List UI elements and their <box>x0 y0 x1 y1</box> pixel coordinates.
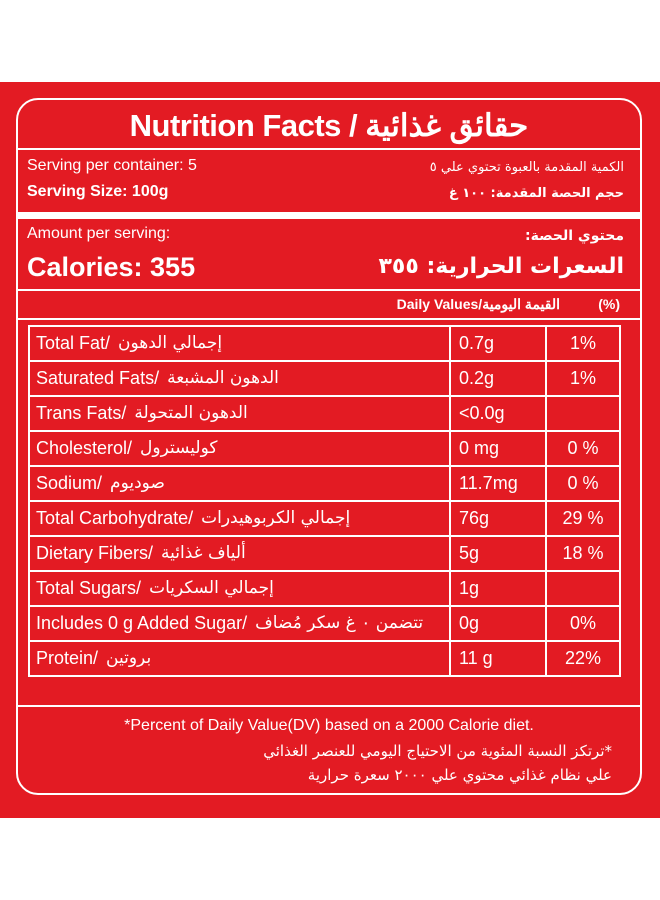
nutrient-name-en: Includes 0 g Added Sugar/ <box>36 613 248 633</box>
percent-symbol: (%) <box>598 296 620 312</box>
nutrient-amount: 5g <box>449 535 547 572</box>
nutrient-daily-value-percent <box>545 395 621 432</box>
nutrient-daily-value-percent: 0 % <box>545 465 621 502</box>
nutrient-name-cell: Protein/بروتين <box>28 640 451 677</box>
nutrient-name-en: Total Carbohydrate/ <box>36 508 194 528</box>
nutrient-name-cell: Dietary Fibers/ألياف غذائية <box>28 535 451 572</box>
nutrient-row: Total Fat/إجمالي الدهون 0.7g 1% <box>28 325 621 362</box>
amount-per-serving-en: Amount per serving: <box>27 225 171 242</box>
nutrient-amount: 0.7g <box>449 325 547 362</box>
nutrient-name-ar: بروتين <box>106 648 152 668</box>
nutrient-name-cell: Total Fat/إجمالي الدهون <box>28 325 451 362</box>
serving-per-container-en: Serving per container: 5 <box>27 157 197 174</box>
nutrient-name-cell: Total Sugars/إجمالي السكريات <box>28 570 451 607</box>
nutrition-facts-card: Nutrition Facts / حقائق غذائية Serving p… <box>16 98 642 795</box>
nutrient-row: Includes 0 g Added Sugar/تتضمن ٠ غ سكر م… <box>28 605 621 642</box>
nutrient-name-cell: Saturated Fats/الدهون المشبعة <box>28 360 451 397</box>
nutrient-name-en: Total Sugars/ <box>36 578 142 598</box>
nutrition-panel: Nutrition Facts / حقائق غذائية Serving p… <box>0 82 660 818</box>
nutrient-name-cell: Total Carbohydrate/إجمالي الكربوهيدرات <box>28 500 451 537</box>
nutrient-name-ar: كوليسترول <box>140 438 218 458</box>
nutrient-amount: 0 mg <box>449 430 547 467</box>
nutrient-amount: 11.7mg <box>449 465 547 502</box>
divider <box>18 318 640 320</box>
nutrient-daily-value-percent <box>545 570 621 607</box>
nutrient-row: Saturated Fats/الدهون المشبعة 0.2g 1% <box>28 360 621 397</box>
nutrient-amount: 1g <box>449 570 547 607</box>
divider <box>18 289 640 291</box>
calories-en: Calories: 355 <box>27 252 196 282</box>
footnote-ar-line-2: علي نظام غذائي محتوي علي ٢٠٠٠ سعرة حراري… <box>307 766 612 784</box>
nutrient-name-ar: إجمالي الكربوهيدرات <box>201 508 351 528</box>
nutrient-name-cell: Sodium/صوديوم <box>28 465 451 502</box>
nutrient-daily-value-percent: 29 % <box>545 500 621 537</box>
nutrient-row: Cholesterol/كوليسترول 0 mg 0 % <box>28 430 621 467</box>
nutrient-name-en: Protein/ <box>36 648 99 668</box>
footnote-en: *Percent of Daily Value(DV) based on a 2… <box>124 717 534 734</box>
nutrient-name-ar: الدهون المشبعة <box>167 368 279 388</box>
serving-size-en: Serving Size: 100g <box>27 183 169 200</box>
nutrient-name-cell: Includes 0 g Added Sugar/تتضمن ٠ غ سكر م… <box>28 605 451 642</box>
nutrient-daily-value-percent: 1% <box>545 325 621 362</box>
nutrient-name-ar: إجمالي الدهون <box>118 333 223 353</box>
thick-divider <box>18 212 640 219</box>
nutrient-daily-value-percent: 18 % <box>545 535 621 572</box>
nutrient-amount: 0.2g <box>449 360 547 397</box>
nutrient-row: Dietary Fibers/ألياف غذائية 5g 18 % <box>28 535 621 572</box>
calories-ar: السعرات الحرارية: ٣٥٥ <box>378 254 624 279</box>
nutrient-row: Trans Fats/الدهون المتحولة <0.0g <box>28 395 621 432</box>
nutrient-row: Protein/بروتين 11 g 22% <box>28 640 621 677</box>
nutrient-amount: 0g <box>449 605 547 642</box>
amount-per-serving-ar: محتوي الحصة: <box>525 228 624 244</box>
nutrients-table: Total Fat/إجمالي الدهون 0.7g 1% Saturated F… <box>28 325 621 677</box>
nutrient-name-ar: إجمالي السكريات <box>149 578 274 598</box>
nutrient-row: Total Sugars/إجمالي السكريات 1g <box>28 570 621 607</box>
nutrient-amount: <0.0g <box>449 395 547 432</box>
label-title: Nutrition Facts / حقائق غذائية <box>129 108 529 143</box>
nutrient-name-en: Dietary Fibers/ <box>36 543 154 563</box>
nutrient-row: Sodium/صوديوم 11.7mg 0 % <box>28 465 621 502</box>
divider <box>18 705 640 707</box>
nutrient-name-cell: Trans Fats/الدهون المتحولة <box>28 395 451 432</box>
nutrient-daily-value-percent: 1% <box>545 360 621 397</box>
nutrient-daily-value-percent: 0 % <box>545 430 621 467</box>
nutrient-row: Total Carbohydrate/إجمالي الكربوهيدرات 76… <box>28 500 621 537</box>
nutrient-name-en: Saturated Fats/ <box>36 368 160 388</box>
nutrient-name-en: Total Fat/ <box>36 333 111 353</box>
nutrient-amount: 76g <box>449 500 547 537</box>
nutrient-name-ar: صوديوم <box>110 473 165 493</box>
nutrient-daily-value-percent: 0% <box>545 605 621 642</box>
divider <box>18 148 640 150</box>
nutrient-name-ar: الدهون المتحولة <box>134 403 248 423</box>
serving-per-container-ar: الكمية المقدمة بالعبوة تحتوي علي ٥ <box>429 160 624 175</box>
nutrient-name-ar: ألياف غذائية <box>161 543 246 563</box>
nutrient-name-cell: Cholesterol/كوليسترول <box>28 430 451 467</box>
serving-size-ar: حجم الحصة المقدمة: ١٠٠ غ <box>448 186 624 201</box>
nutrient-daily-value-percent: 22% <box>545 640 621 677</box>
nutrient-name-en: Trans Fats/ <box>36 403 127 423</box>
nutrient-name-en: Cholesterol/ <box>36 438 133 458</box>
footnote-ar-line-1: *ترتكز النسبة المئوية من الاحتياج اليومي… <box>263 742 612 760</box>
daily-values-heading: Daily Values/القيمة اليومية <box>396 296 560 312</box>
nutrient-amount: 11 g <box>449 640 547 677</box>
nutrient-name-ar: تتضمن ٠ غ سكر مُضاف <box>255 613 424 633</box>
nutrient-name-en: Sodium/ <box>36 473 103 493</box>
